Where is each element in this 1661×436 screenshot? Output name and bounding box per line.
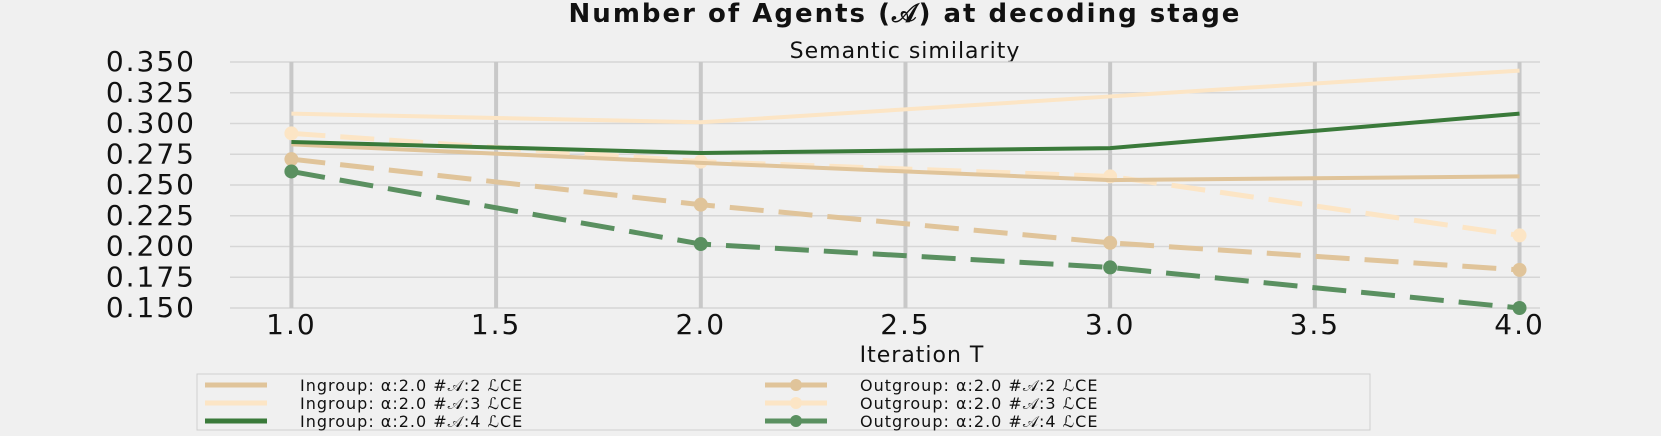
series-point-4 — [284, 152, 299, 167]
y-tick-label: 0.350 — [106, 45, 196, 78]
series-point-6 — [1103, 260, 1118, 275]
x-tick-label: 2.5 — [880, 308, 931, 341]
grid — [230, 61, 1540, 309]
x-tick-label: 1.0 — [266, 308, 317, 341]
chart-subtitle: Semantic similarity — [790, 39, 1021, 64]
series-line-6 — [290, 169, 1520, 311]
series-line-1 — [291, 142, 1520, 183]
legend-label: Ingroup: α:2.0 #𝒜:4 ℒCE — [300, 412, 523, 431]
legend-label: Ingroup: α:2.0 #𝒜:2 ℒCE — [300, 376, 523, 395]
series-point-6 — [1512, 301, 1527, 315]
legend-label: Outgroup: α:2.0 #𝒜:2 ℒCE — [860, 376, 1098, 395]
series-line-3 — [291, 111, 1520, 156]
legend-label: Outgroup: α:2.0 #𝒜:3 ℒCE — [860, 394, 1098, 413]
y-tick-label: 0.300 — [106, 107, 196, 140]
legend-swatch-marker — [790, 397, 802, 409]
y-tick-label: 0.275 — [106, 137, 196, 170]
y-axis-ticks: 0.1500.1750.2000.2250.2500.2750.3000.325… — [106, 45, 196, 324]
x-tick-label: 4.0 — [1494, 308, 1545, 341]
x-axis-ticks: 1.0 1.5 2.0 2.5 3.0 3.5 4.0 — [266, 308, 1545, 341]
legend-swatch-marker — [790, 415, 802, 427]
x-tick-label: 3.5 — [1290, 308, 1341, 341]
x-tick-label: 3.0 — [1085, 308, 1136, 341]
x-axis-label: Iteration T — [860, 343, 985, 368]
series-point-4 — [1103, 235, 1118, 250]
y-tick-label: 0.225 — [106, 199, 196, 232]
y-tick-label: 0.175 — [106, 260, 196, 293]
x-tick-label: 1.5 — [471, 308, 522, 341]
legend-label: Ingroup: α:2.0 #𝒜:3 ℒCE — [300, 394, 523, 413]
series-group — [284, 68, 1527, 315]
chart-title: Number of Agents (𝒜) at decoding stage — [569, 0, 1242, 29]
series-line-2 — [291, 68, 1520, 125]
x-tick-label: 2.0 — [676, 308, 727, 341]
y-tick-label: 0.200 — [106, 230, 196, 263]
y-tick-label: 0.250 — [106, 168, 196, 201]
y-tick-label: 0.325 — [106, 76, 196, 109]
series-point-6 — [693, 237, 708, 252]
legend-label: Outgroup: α:2.0 #𝒜:4 ℒCE — [860, 412, 1098, 431]
series-point-5 — [284, 126, 299, 141]
series-point-6 — [284, 164, 299, 179]
series-point-5 — [1512, 228, 1527, 243]
series-point-4 — [1512, 262, 1527, 277]
legend-swatch-marker — [790, 379, 802, 391]
series-line-4 — [291, 156, 1520, 273]
series-point-4 — [693, 197, 708, 212]
y-tick-label: 0.150 — [106, 291, 196, 324]
